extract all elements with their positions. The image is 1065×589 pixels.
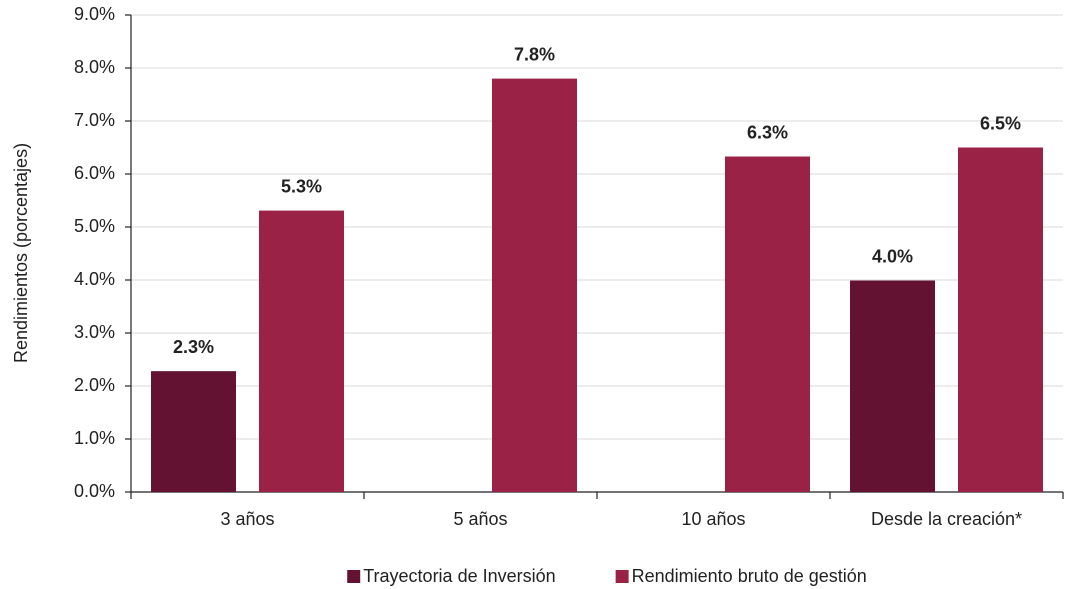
y-tick-label: 8.0% bbox=[74, 57, 115, 77]
legend-label: Trayectoria de Inversión bbox=[363, 566, 555, 586]
legend-swatch bbox=[347, 570, 361, 583]
y-tick-label: 5.0% bbox=[74, 216, 115, 236]
value-label: 7.8% bbox=[514, 44, 555, 64]
value-label: 4.0% bbox=[872, 246, 913, 266]
y-tick-label: 1.0% bbox=[74, 428, 115, 448]
legend-item: Trayectoria de Inversión bbox=[347, 566, 556, 586]
legend-item: Rendimiento bruto de gestión bbox=[615, 566, 867, 586]
y-tick-label: 6.0% bbox=[74, 163, 115, 183]
y-tick-label: 4.0% bbox=[74, 269, 115, 289]
x-tick-label: 10 años bbox=[681, 509, 745, 529]
x-tick-label: 3 años bbox=[220, 509, 274, 529]
x-tick-label: 5 años bbox=[453, 509, 507, 529]
value-label: 6.3% bbox=[747, 122, 788, 142]
bar bbox=[492, 78, 577, 492]
bar bbox=[958, 147, 1043, 492]
legend-swatch bbox=[615, 570, 629, 583]
bar bbox=[259, 210, 344, 492]
value-label: 2.3% bbox=[173, 337, 214, 357]
legend-label: Rendimiento bruto de gestión bbox=[632, 566, 867, 586]
bar bbox=[725, 156, 810, 492]
y-tick-label: 3.0% bbox=[74, 322, 115, 342]
y-tick-label: 7.0% bbox=[74, 110, 115, 130]
y-axis-label: Rendimientos (porcentajes) bbox=[11, 143, 31, 363]
value-label: 5.3% bbox=[281, 176, 322, 196]
y-tick-label: 9.0% bbox=[74, 4, 115, 24]
y-tick-label: 0.0% bbox=[74, 481, 115, 501]
x-tick-label: Desde la creación* bbox=[871, 509, 1022, 529]
y-tick-label: 2.0% bbox=[74, 375, 115, 395]
value-label: 6.5% bbox=[980, 113, 1021, 133]
bar bbox=[850, 280, 935, 492]
bar bbox=[151, 371, 236, 492]
